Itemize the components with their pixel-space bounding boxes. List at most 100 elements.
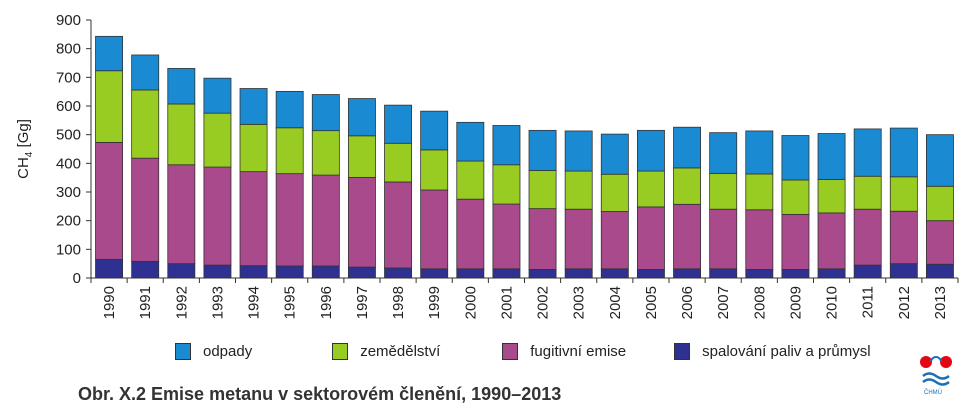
bar-segment xyxy=(492,125,521,166)
legend-swatch xyxy=(175,343,191,360)
bar-segment xyxy=(889,263,918,279)
x-tick-label: 2008 xyxy=(751,286,768,319)
y-tick-label: 700 xyxy=(56,69,81,86)
bar-segment xyxy=(636,206,665,270)
bar-segment xyxy=(528,208,557,270)
bar-segment xyxy=(167,164,196,265)
bar-segment xyxy=(600,133,629,175)
bar-segment xyxy=(745,173,774,211)
bar-segment xyxy=(311,94,340,132)
bar-segment xyxy=(95,258,124,279)
y-tick-label: 300 xyxy=(56,184,81,201)
chmu-logo xyxy=(920,354,952,390)
x-tick-label: 2002 xyxy=(535,286,552,319)
bar-segment xyxy=(709,208,738,270)
logo-text: ČHMÚ xyxy=(924,390,942,396)
y-tick-label: 200 xyxy=(56,213,81,230)
x-tick-label: 1998 xyxy=(390,286,407,319)
legend-swatch xyxy=(502,343,519,360)
bar-segment xyxy=(925,134,954,187)
bar-segment xyxy=(564,268,593,279)
bar-segment xyxy=(636,170,665,208)
bar-segment xyxy=(817,133,846,180)
bar-segment xyxy=(384,142,413,183)
bar-segment xyxy=(745,268,774,279)
legend-item: zemědělství xyxy=(332,343,440,360)
bar-segment xyxy=(275,127,304,175)
bar-segment xyxy=(600,268,629,279)
x-tick-label: 2009 xyxy=(787,286,804,319)
bar-segment xyxy=(564,208,593,270)
bar-segment xyxy=(745,130,774,175)
y-tick-label: 0 xyxy=(73,270,81,287)
legend-label: fugitivní emise xyxy=(530,343,627,360)
bar-segment xyxy=(239,123,268,173)
bar-segment xyxy=(853,175,882,210)
bar-segment xyxy=(420,149,449,191)
bar-segment xyxy=(781,135,810,181)
bar-segment xyxy=(420,110,449,151)
bar-segment xyxy=(131,157,160,262)
bar-segment xyxy=(131,89,160,159)
x-tick-label: 1999 xyxy=(426,286,443,319)
legend-item: fugitivní emise xyxy=(502,343,626,360)
bar-segment xyxy=(673,203,702,270)
legend-label: zemědělství xyxy=(360,343,441,360)
bar-segment xyxy=(492,203,521,270)
bar-segment xyxy=(95,35,124,72)
bar-segment xyxy=(420,189,449,270)
x-tick-label: 2005 xyxy=(643,286,660,319)
bar-segment xyxy=(709,172,738,210)
bar-segment xyxy=(564,130,593,172)
x-tick-label: 2013 xyxy=(932,286,949,319)
bar-segment xyxy=(384,104,413,144)
bar-segment xyxy=(167,263,196,279)
legend-item: odpady xyxy=(175,343,252,360)
bar-segment xyxy=(745,209,774,270)
bar-segment xyxy=(925,185,954,222)
bar-segment xyxy=(420,268,449,279)
y-axis-label: CH4 [Gg] xyxy=(15,119,35,179)
bar-segment xyxy=(167,103,196,166)
stacked-bar-chart: 0 100 200 300 400 500 600 700 800 900 1990 1991 1992… xyxy=(15,12,959,319)
bar-segment xyxy=(95,142,124,260)
x-tick-label: 1997 xyxy=(354,286,371,319)
bar-segment xyxy=(636,129,665,172)
bar-segment xyxy=(781,213,810,270)
bar-segment xyxy=(925,263,954,279)
bar-segment xyxy=(167,68,196,105)
bar-segment xyxy=(925,220,954,265)
bar-segment xyxy=(673,126,702,169)
bar-segment xyxy=(853,264,882,279)
bar-segment xyxy=(781,179,810,215)
x-tick-label: 2007 xyxy=(715,286,732,319)
bar-segment xyxy=(564,170,593,210)
bar-segment xyxy=(853,128,882,177)
y-axis-title: CH4 [Gg] xyxy=(15,119,35,179)
x-tick-label: 1992 xyxy=(173,286,190,319)
bar-segment xyxy=(311,174,340,267)
bar-segment xyxy=(456,198,485,270)
y-tick-label: 900 xyxy=(56,12,81,29)
bar-segment xyxy=(456,268,485,279)
bar-segment xyxy=(275,265,304,279)
bar-segment xyxy=(95,70,124,143)
legend-label: odpady xyxy=(203,343,253,360)
figure-caption: Obr. X.2 Emise metanu v sektorovém členě… xyxy=(78,384,562,404)
x-tick-label: 2011 xyxy=(860,286,877,318)
bar-segment xyxy=(456,121,485,162)
bar-segment xyxy=(889,210,918,265)
bar-segment xyxy=(347,176,376,268)
bar-segment xyxy=(853,208,882,266)
bar-segment xyxy=(889,176,918,212)
bar-segment xyxy=(709,132,738,174)
axes: 0 100 200 300 400 500 600 700 800 900 1990 1991 1992… xyxy=(56,12,959,319)
bar-segment xyxy=(311,130,340,176)
bar-segment xyxy=(203,264,232,279)
x-tick-label: 2000 xyxy=(462,286,479,319)
bar-segment xyxy=(817,268,846,279)
bar-segment xyxy=(131,54,160,91)
y-tick-label: 800 xyxy=(56,41,81,58)
bar-segment xyxy=(673,268,702,279)
bar-segment xyxy=(239,171,268,267)
